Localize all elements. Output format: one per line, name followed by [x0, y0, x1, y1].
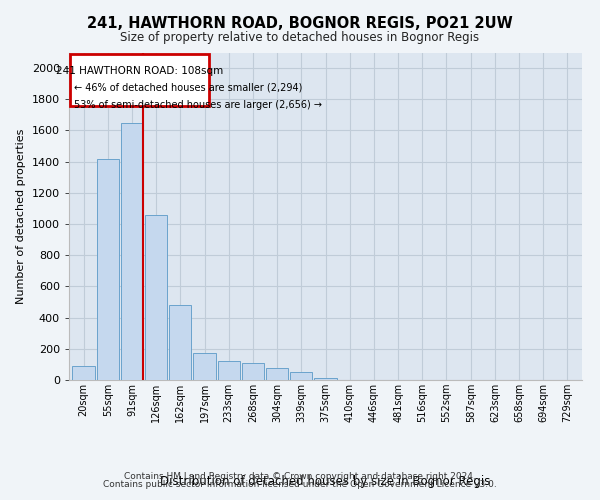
Bar	[169, 305, 191, 380]
Text: Contains HM Land Registry data © Crown copyright and database right 2024.: Contains HM Land Registry data © Crown c…	[124, 472, 476, 481]
Text: 241, HAWTHORN ROAD, BOGNOR REGIS, PO21 2UW: 241, HAWTHORN ROAD, BOGNOR REGIS, PO21 2…	[87, 16, 513, 31]
Bar	[73, 366, 95, 380]
X-axis label: Distribution of detached houses by size in Bognor Regis: Distribution of detached houses by size …	[160, 475, 491, 488]
Y-axis label: Number of detached properties: Number of detached properties	[16, 128, 26, 304]
Text: 241 HAWTHORN ROAD: 108sqm: 241 HAWTHORN ROAD: 108sqm	[56, 66, 223, 76]
Bar	[242, 363, 264, 380]
Text: Contains public sector information licensed under the Open Government Licence v3: Contains public sector information licen…	[103, 480, 497, 489]
Bar	[145, 214, 167, 380]
Bar	[193, 354, 215, 380]
Bar	[121, 122, 143, 380]
Text: Size of property relative to detached houses in Bognor Regis: Size of property relative to detached ho…	[121, 31, 479, 44]
FancyBboxPatch shape	[70, 54, 209, 106]
Bar	[97, 158, 119, 380]
Bar	[314, 378, 337, 380]
Text: 53% of semi-detached houses are larger (2,656) →: 53% of semi-detached houses are larger (…	[74, 100, 322, 110]
Bar	[266, 368, 288, 380]
Text: ← 46% of detached houses are smaller (2,294): ← 46% of detached houses are smaller (2,…	[74, 83, 302, 93]
Bar	[218, 362, 240, 380]
Bar	[290, 372, 313, 380]
